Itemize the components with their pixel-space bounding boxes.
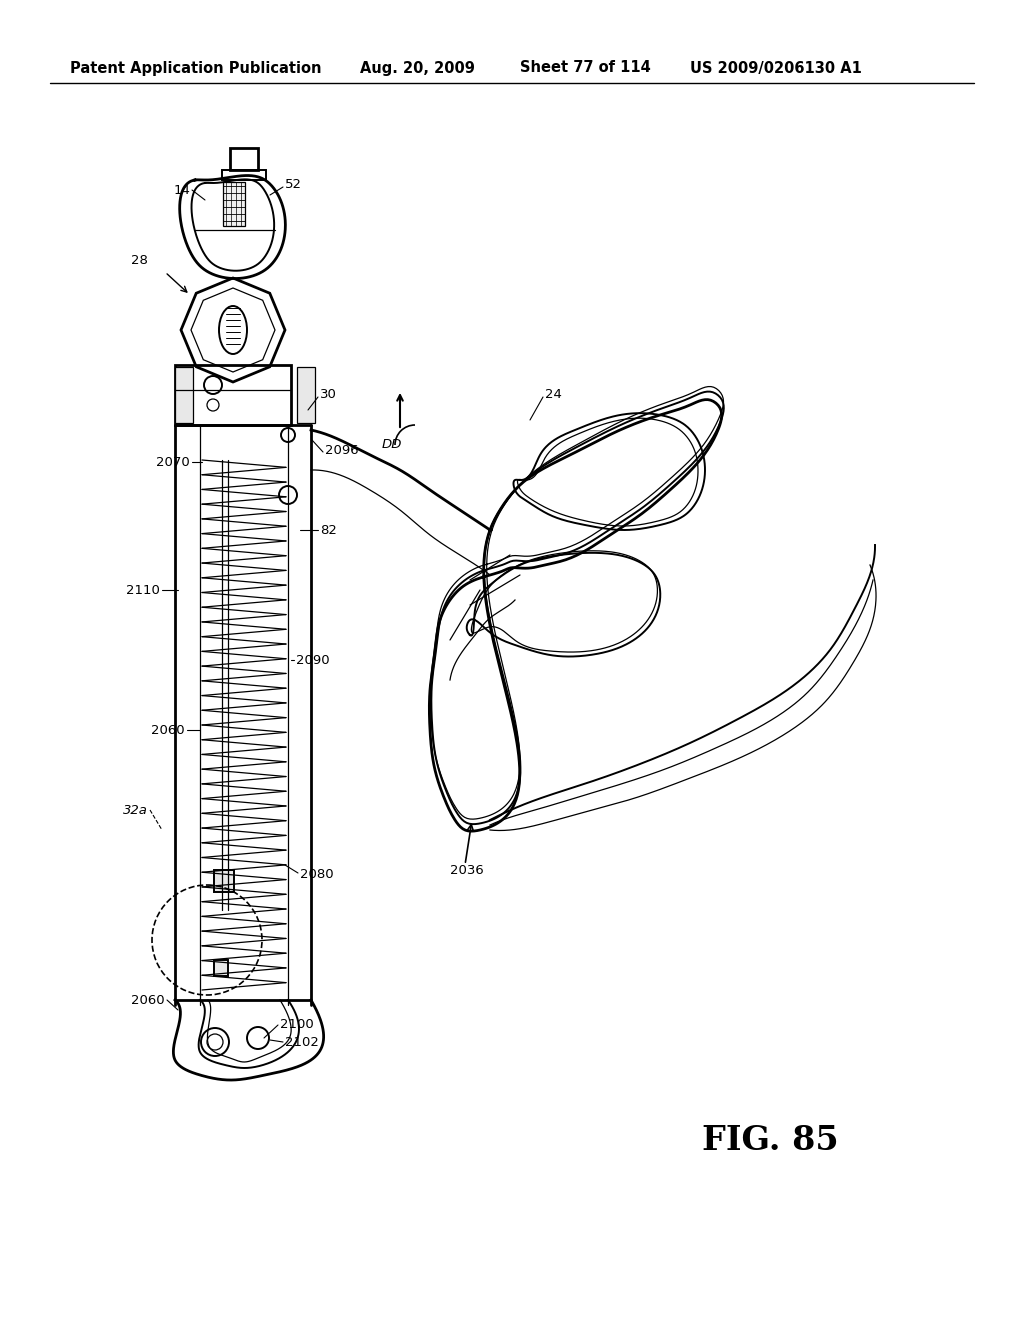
Text: 2080: 2080 xyxy=(300,869,334,882)
Bar xyxy=(214,960,228,975)
Bar xyxy=(175,366,291,425)
Text: FIG. 85: FIG. 85 xyxy=(701,1123,839,1156)
Text: 2110: 2110 xyxy=(126,583,160,597)
Text: 2102: 2102 xyxy=(285,1035,318,1048)
Text: 2096: 2096 xyxy=(325,444,358,457)
Text: 14: 14 xyxy=(173,183,190,197)
Bar xyxy=(230,148,258,170)
Bar xyxy=(175,367,193,422)
Text: 2070: 2070 xyxy=(157,455,190,469)
Text: US 2009/0206130 A1: US 2009/0206130 A1 xyxy=(690,61,862,75)
Text: 2100: 2100 xyxy=(280,1019,313,1031)
Text: DD: DD xyxy=(382,438,402,451)
Text: 2036: 2036 xyxy=(450,863,483,876)
Text: 2060: 2060 xyxy=(152,723,185,737)
Text: 52: 52 xyxy=(285,178,302,191)
Text: 82: 82 xyxy=(319,524,337,536)
Text: 30: 30 xyxy=(319,388,337,401)
Text: Aug. 20, 2009: Aug. 20, 2009 xyxy=(360,61,475,75)
Bar xyxy=(297,367,315,422)
Bar xyxy=(223,182,245,226)
Bar xyxy=(214,870,234,892)
Text: 24: 24 xyxy=(545,388,562,401)
Text: 2090: 2090 xyxy=(296,653,330,667)
Text: 2060: 2060 xyxy=(131,994,165,1006)
Bar xyxy=(222,170,266,180)
Text: Sheet 77 of 114: Sheet 77 of 114 xyxy=(520,61,650,75)
Text: 28: 28 xyxy=(131,253,148,267)
Text: 32a: 32a xyxy=(123,804,148,817)
Text: Patent Application Publication: Patent Application Publication xyxy=(70,61,322,75)
